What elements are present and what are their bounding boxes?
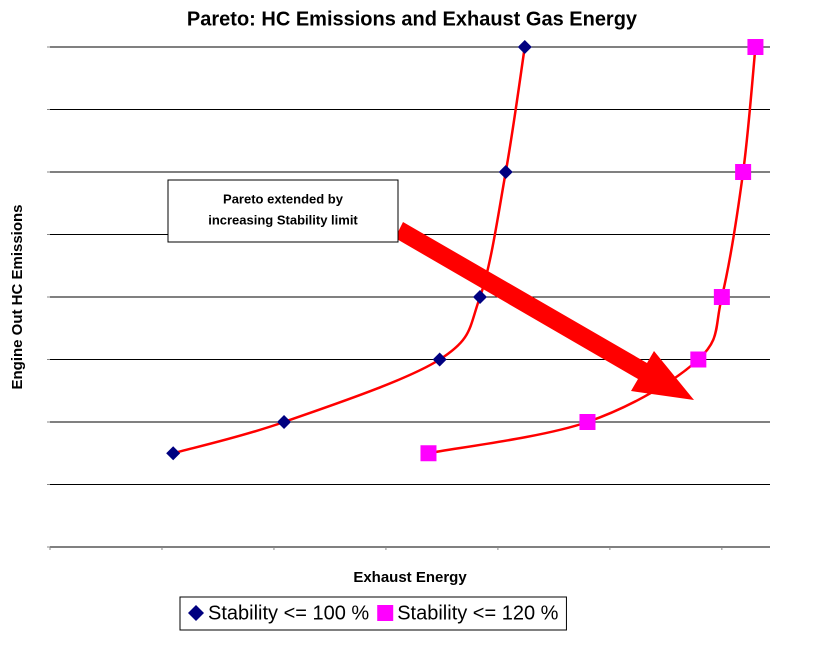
marker <box>277 415 292 429</box>
plot-area <box>47 39 770 550</box>
marker <box>472 290 487 304</box>
marker <box>498 165 513 179</box>
marker <box>432 352 447 367</box>
marker <box>579 414 596 430</box>
legend-box <box>179 596 567 631</box>
annotation-arrow <box>395 222 694 400</box>
marker <box>735 164 752 180</box>
legend-label: Stability <= 120 % <box>397 602 558 624</box>
annotation-text: increasing Stability limit <box>208 212 358 227</box>
x-axis-label: Exhaust Energy <box>353 569 467 586</box>
marker <box>420 445 437 462</box>
marker <box>713 289 730 305</box>
marker <box>747 39 764 55</box>
legend-marker <box>188 605 204 621</box>
curve <box>172 46 527 455</box>
legend-label: Stability <= 100 % <box>208 602 369 624</box>
marker <box>690 351 707 368</box>
legend: Stability <= 100 % Stability <= 120 % <box>179 596 567 631</box>
annotation-text: Pareto extended by <box>223 191 344 206</box>
chart-title: Pareto: HC Emissions and Exhaust Gas Ene… <box>187 8 638 30</box>
marker <box>517 40 532 54</box>
legend-marker <box>377 605 394 621</box>
marker <box>166 446 181 461</box>
annotation-box <box>167 179 399 243</box>
curve <box>428 46 757 455</box>
y-axis-label: Engine Out HC Emissions <box>9 204 26 389</box>
